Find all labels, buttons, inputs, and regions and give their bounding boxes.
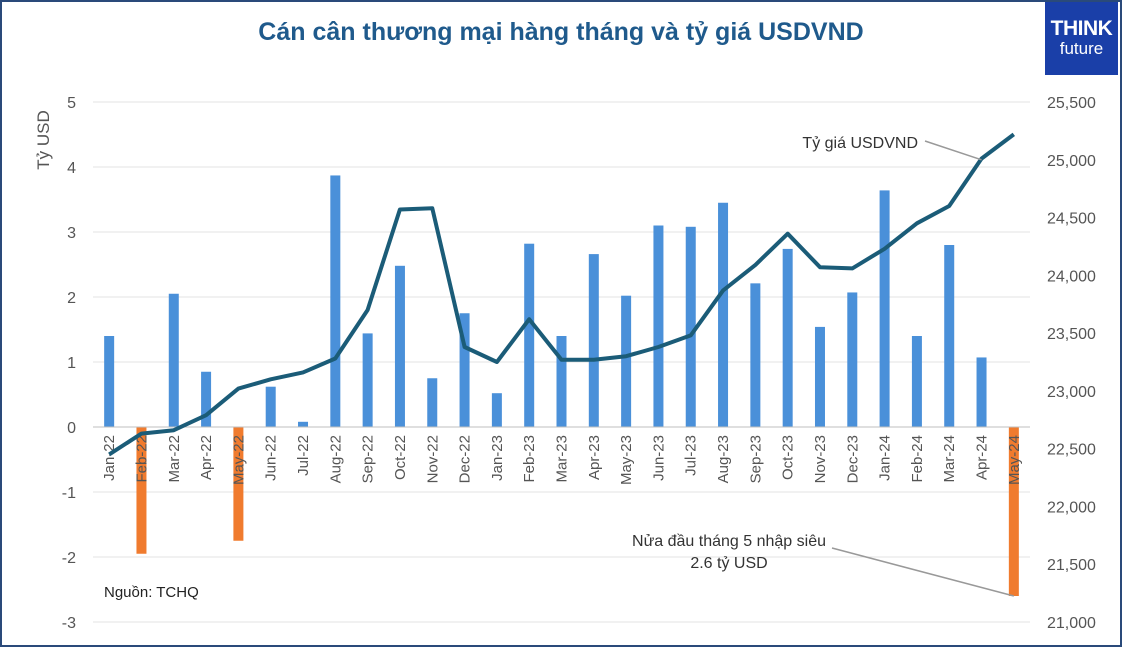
y2-tick-label: 21,500	[1047, 557, 1096, 574]
bar-oct-23	[782, 248, 793, 427]
bar-may-22	[233, 427, 244, 541]
x-tick-label: Jan-24	[877, 435, 894, 481]
y2-tick-label: 22,000	[1047, 499, 1096, 516]
y2-tick-label: 21,000	[1047, 615, 1096, 632]
usdvnd-line	[108, 132, 1015, 457]
bar-aug-22	[330, 175, 341, 427]
trade-balance-bars	[104, 175, 1019, 596]
x-tick-label: Jun-22	[263, 435, 280, 481]
x-tick-label: Apr-22	[198, 435, 215, 480]
x-tick-label: Jan-23	[489, 435, 506, 481]
y2-tick-label: 22,500	[1047, 442, 1096, 459]
x-tick-label: Feb-23	[521, 435, 538, 483]
bar-dec-23	[847, 292, 858, 427]
bar-feb-23	[524, 243, 535, 427]
x-tick-label: Oct-22	[392, 435, 409, 480]
y-tick-label: 5	[67, 95, 76, 112]
bar-jun-22	[265, 386, 276, 427]
x-tick-label: Aug-23	[715, 435, 732, 483]
may24-note-leader	[831, 547, 1015, 597]
x-tick-label: Dec-22	[457, 435, 474, 483]
bar-jan-22	[104, 336, 115, 427]
usdvnd-label: Tỷ giá USDVND	[802, 135, 918, 152]
y2-tick-label: 24,500	[1047, 211, 1096, 228]
x-tick-label: Feb-22	[133, 435, 150, 483]
logo-line2: future	[1059, 39, 1104, 58]
y-axis-label: Tỷ USD	[34, 110, 53, 170]
bar-mar-24	[944, 245, 955, 427]
bar-feb-24	[911, 336, 922, 427]
x-tick-label: Oct-23	[780, 435, 797, 480]
bar-jan-24	[879, 190, 890, 427]
x-tick-label: Sep-22	[360, 435, 377, 483]
y-tick-label: -3	[62, 615, 76, 632]
y-tick-label: 3	[67, 225, 76, 242]
x-tick-label: Aug-22	[327, 435, 344, 483]
bar-apr-22	[201, 371, 212, 427]
bar-oct-22	[394, 265, 405, 427]
x-tick-label: Apr-23	[586, 435, 603, 480]
y-tick-label: 4	[67, 160, 76, 177]
x-tick-label: May-23	[618, 435, 635, 485]
x-tick-label: May-24	[1006, 435, 1023, 485]
bar-jan-23	[491, 393, 502, 427]
bar-jul-23	[685, 226, 696, 427]
y-tick-label: 2	[67, 290, 76, 307]
bar-sep-22	[362, 333, 373, 427]
thinkfuture-logo: THINK future	[1045, 2, 1118, 75]
y-tick-label: 0	[67, 420, 76, 437]
bar-jun-23	[653, 225, 664, 427]
bar-mar-22	[168, 293, 179, 427]
y2-tick-label: 23,000	[1047, 384, 1096, 401]
x-tick-label: Mar-22	[166, 435, 183, 483]
y-tick-label: -2	[62, 550, 76, 567]
y2-tick-label: 25,500	[1047, 95, 1096, 112]
left-axis-ticks: -3 -2 -1 0 1 2 3 4 5	[62, 95, 76, 632]
bar-sep-23	[750, 283, 761, 427]
x-tick-label: Mar-23	[554, 435, 571, 483]
x-tick-label: Jun-23	[650, 435, 667, 481]
y-tick-label: -1	[62, 485, 76, 502]
x-tick-label: Jul-22	[295, 435, 312, 476]
bar-may-23	[621, 295, 632, 427]
x-tick-label: Apr-24	[974, 435, 991, 480]
x-axis-ticks: Jan-22 Feb-22 Mar-22 Apr-22 May-22 Jun-22 Jul-…	[101, 435, 1023, 485]
x-tick-label: Nov-22	[424, 435, 441, 483]
bar-may-24	[1008, 427, 1019, 596]
chart-title: Cán cân thương mại hàng tháng và tỷ giá …	[258, 18, 864, 46]
x-tick-label: Nov-23	[812, 435, 829, 483]
may24-note-line1: Nửa đầu tháng 5 nhập siêu	[632, 533, 826, 550]
x-tick-label: May-22	[230, 435, 247, 485]
source-note: Nguồn: TCHQ	[104, 584, 199, 601]
bar-feb-22	[136, 427, 147, 554]
x-tick-label: Sep-23	[747, 435, 764, 483]
bar-apr-24	[976, 357, 987, 427]
y2-tick-label: 23,500	[1047, 326, 1096, 343]
bar-mar-23	[556, 336, 567, 427]
bar-jul-22	[298, 421, 309, 427]
y2-tick-label: 25,000	[1047, 153, 1096, 170]
right-axis-ticks: 21,000 21,500 22,000 22,500 23,000 23,500 24,0…	[1047, 95, 1096, 632]
bar-nov-22	[427, 378, 438, 427]
x-tick-label: Jan-22	[101, 435, 118, 481]
x-tick-label: Feb-24	[909, 435, 926, 483]
bar-dec-22	[459, 313, 470, 427]
usdvnd-label-leader	[924, 140, 982, 161]
x-tick-label: Mar-24	[941, 435, 958, 483]
x-tick-label: Jul-23	[683, 435, 700, 476]
logo-line1: THINK	[1050, 17, 1113, 40]
bar-apr-23	[588, 254, 599, 427]
y2-tick-label: 24,000	[1047, 268, 1096, 285]
x-tick-label: Dec-23	[844, 435, 861, 483]
bar-nov-23	[814, 326, 825, 427]
bar-aug-23	[718, 202, 729, 427]
may24-note-line2: 2.6 tỷ USD	[690, 555, 767, 572]
y-tick-label: 1	[67, 355, 76, 372]
